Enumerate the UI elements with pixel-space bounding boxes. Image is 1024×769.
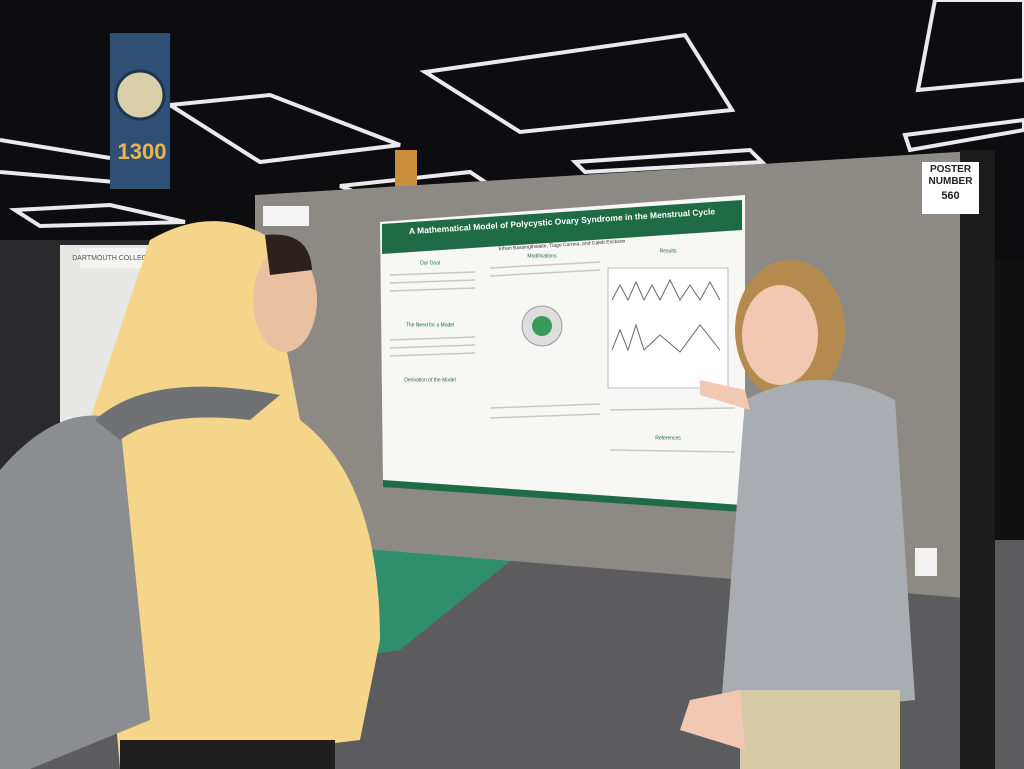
board-post (960, 150, 995, 769)
banner-small (395, 150, 417, 190)
hair (265, 234, 312, 275)
shirt (720, 380, 915, 720)
backpack (0, 415, 150, 769)
poster-plot-line (611, 323, 721, 353)
poster-sign-text: POSTER NUMBER 560 (928, 164, 973, 202)
trousers (120, 740, 335, 769)
poster-section: Results (660, 248, 677, 254)
carpet (330, 530, 530, 660)
booth-sign: DARTMOUTH COLLEGE (72, 255, 152, 262)
banner-seal (114, 69, 166, 121)
poster-section: References (655, 435, 681, 441)
poster-sign-number: 560 (941, 190, 960, 202)
banner-number: 1300 (118, 139, 167, 164)
face (253, 248, 317, 352)
booth-sign-board (80, 248, 145, 268)
poster-footer (383, 480, 742, 512)
poster-section: The Need for a Model (406, 322, 454, 328)
poster-sign-label: POSTER NUMBER (928, 164, 973, 187)
poster-section: Derivation of the Model (404, 377, 455, 383)
poster-sign (922, 162, 979, 214)
poster-header (382, 200, 742, 254)
hand (700, 380, 750, 410)
hand (680, 690, 745, 750)
ceiling-lights (0, 0, 1024, 229)
backpack-strap (95, 386, 280, 440)
face (742, 285, 818, 385)
trousers (740, 690, 900, 769)
poster-section: Modifications (527, 253, 557, 259)
poster-section: Our Goal (420, 260, 440, 266)
hoodie (90, 221, 380, 769)
poster-body-text (389, 261, 736, 453)
cup (915, 548, 937, 576)
board-tag (263, 206, 309, 226)
poster-plot-line (611, 278, 721, 302)
poster-plots (607, 267, 729, 389)
poster-diagram-core (532, 316, 552, 336)
